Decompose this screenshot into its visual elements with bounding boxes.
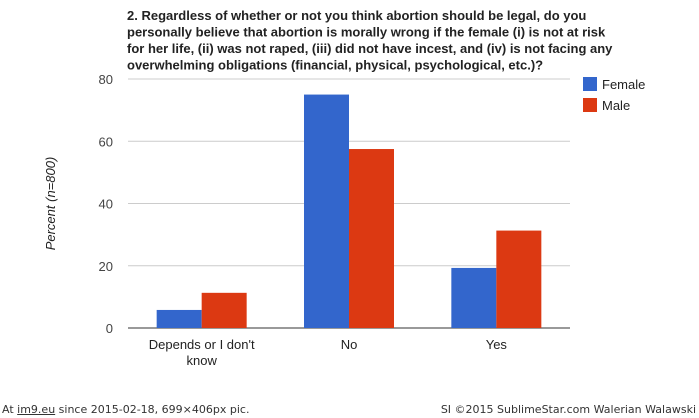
legend-swatch-male <box>583 98 597 112</box>
y-axis-ticks: 0 20 40 60 80 <box>99 72 113 336</box>
chart-title-line: personally believe that abortion is mora… <box>127 25 606 40</box>
bar-female <box>304 94 349 328</box>
legend-label-male: Male <box>602 98 630 113</box>
x-category-label: Yes <box>486 337 508 352</box>
x-axis-categories: Depends or I don't know No Yes <box>149 337 508 368</box>
y-tick-label: 80 <box>99 72 113 87</box>
chart-title-line: 2. Regardless of whether or not you thin… <box>127 8 586 23</box>
legend-label-female: Female <box>602 77 645 92</box>
bar-male <box>201 292 247 328</box>
footer-credit: SI ©2015 SublimeStar.com Walerian Walaws… <box>440 403 696 416</box>
chart-title-line: overwhelming obligations (financial, phy… <box>127 58 543 73</box>
y-tick-label: 60 <box>99 134 113 149</box>
bar-male <box>496 230 542 328</box>
footer-site-link[interactable]: im9.eu <box>17 403 56 416</box>
footer-prefix: At <box>2 403 18 416</box>
bar-female <box>156 309 202 328</box>
y-tick-label: 0 <box>106 321 113 336</box>
y-tick-label: 20 <box>99 259 113 274</box>
bars <box>156 94 542 328</box>
y-tick-label: 40 <box>99 197 113 212</box>
footer-suffix: since 2015-02-18, 699×406px pic. <box>55 403 250 416</box>
chart-title: 2. Regardless of whether or not you thin… <box>127 8 613 73</box>
bar-female <box>451 267 497 328</box>
footer-source: At im9.eu since 2015-02-18, 699×406px pi… <box>2 403 249 416</box>
x-category-label: No <box>341 337 358 352</box>
chart-title-line: for her life, (ii) was not raped, (iii) … <box>127 41 613 56</box>
x-category-label: Depends or I don't know <box>149 337 255 368</box>
legend-swatch-female <box>583 77 597 91</box>
bar-male <box>349 149 394 328</box>
y-axis-label: Percent (n=800) <box>43 157 58 251</box>
legend: Female Male <box>583 77 645 113</box>
